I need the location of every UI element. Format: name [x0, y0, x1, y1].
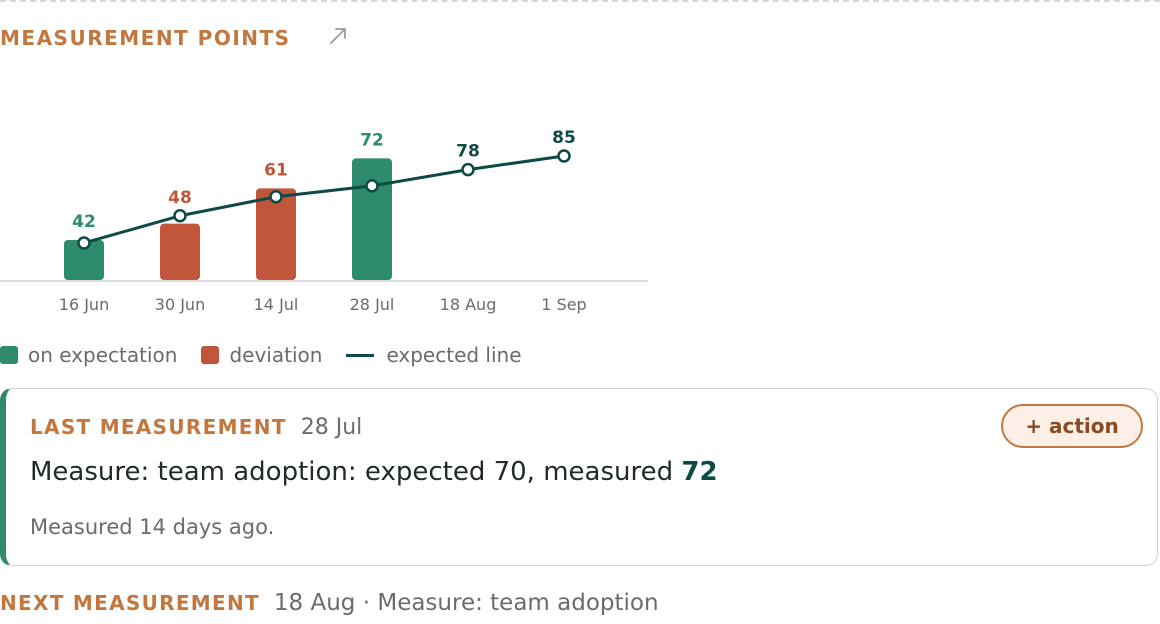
- chart-legend: on expectation deviation expected line: [0, 342, 546, 368]
- next-measurement-row: NEXT MEASUREMENT 18 Aug · Measure: team a…: [0, 590, 659, 616]
- last-measurement-date: 28 Jul: [300, 415, 363, 440]
- last-measurement-label: LAST MEASUREMENT: [30, 415, 287, 439]
- bar-1: [64, 239, 104, 280]
- last-measurement-text: Measure: team adoption: expected 70, mea…: [30, 457, 674, 487]
- legend-swatch-expected-line: [346, 353, 375, 357]
- x-tick-label-3: 14 Jul: [254, 295, 299, 314]
- data-label-1: 42: [72, 212, 96, 232]
- data-label-6: 85: [552, 128, 576, 148]
- arrow-up-right-icon[interactable]: [326, 24, 350, 48]
- data-label-4: 72: [360, 130, 384, 150]
- x-tick-label-5: 18 Aug: [440, 295, 497, 314]
- last-measurement-header: LAST MEASUREMENT 28 Jul: [30, 415, 362, 440]
- data-label-3: 61: [264, 160, 288, 180]
- legend-on-expectation: on expectation: [0, 343, 177, 367]
- x-tick-label-2: 30 Jun: [155, 295, 205, 314]
- section-title: MEASUREMENT POINTS: [0, 26, 291, 50]
- legend-deviation: deviation: [201, 343, 322, 367]
- expected-line: [83, 154, 565, 245]
- legend-label-expected-line: expected line: [386, 343, 522, 367]
- next-measurement-text: 18 Aug · Measure: team adoption: [273, 590, 659, 616]
- expected-point-5: [461, 162, 475, 177]
- bar-2: [160, 223, 200, 280]
- x-tick-label-6: 1 Sep: [541, 295, 586, 314]
- last-measurement-card: LAST MEASUREMENT 28 Jul Measure: team ado…: [0, 388, 1158, 566]
- next-measurement-label: NEXT MEASUREMENT: [0, 591, 260, 615]
- measured-value: 72: [681, 457, 718, 487]
- x-tick-label-4: 28 Jul: [350, 295, 395, 314]
- expected-point-4: [365, 179, 379, 193]
- x-tick-label-1: 16 Jun: [59, 295, 109, 314]
- legend-expected-line: expected line: [346, 343, 522, 367]
- legend-label-deviation: deviation: [229, 343, 323, 367]
- expected-point-2: [173, 209, 187, 223]
- legend-label-on-expectation: on expectation: [28, 343, 178, 367]
- add-action-button[interactable]: + action: [1001, 404, 1143, 448]
- expected-point-6: [557, 149, 571, 163]
- legend-swatch-deviation: [201, 346, 220, 364]
- legend-swatch-on-expectation: [0, 346, 18, 364]
- data-label-2: 48: [168, 188, 192, 208]
- data-label-5: 78: [456, 142, 480, 162]
- last-measurement-note: Measured 14 days ago.: [30, 515, 275, 539]
- measurement-chart: 42 48 61 72 78 85 16 Jun 30 Jun 14 Jul 28 Jul 18 A…: [0, 128, 648, 314]
- expected-point-1: [77, 236, 91, 250]
- top-divider: [0, 0, 1160, 2]
- bar-4: [352, 158, 392, 280]
- bar-3: [256, 188, 296, 280]
- expected-point-3: [269, 190, 283, 204]
- last-measurement-summary: Measure: team adoption: expected 70, mea…: [30, 457, 718, 487]
